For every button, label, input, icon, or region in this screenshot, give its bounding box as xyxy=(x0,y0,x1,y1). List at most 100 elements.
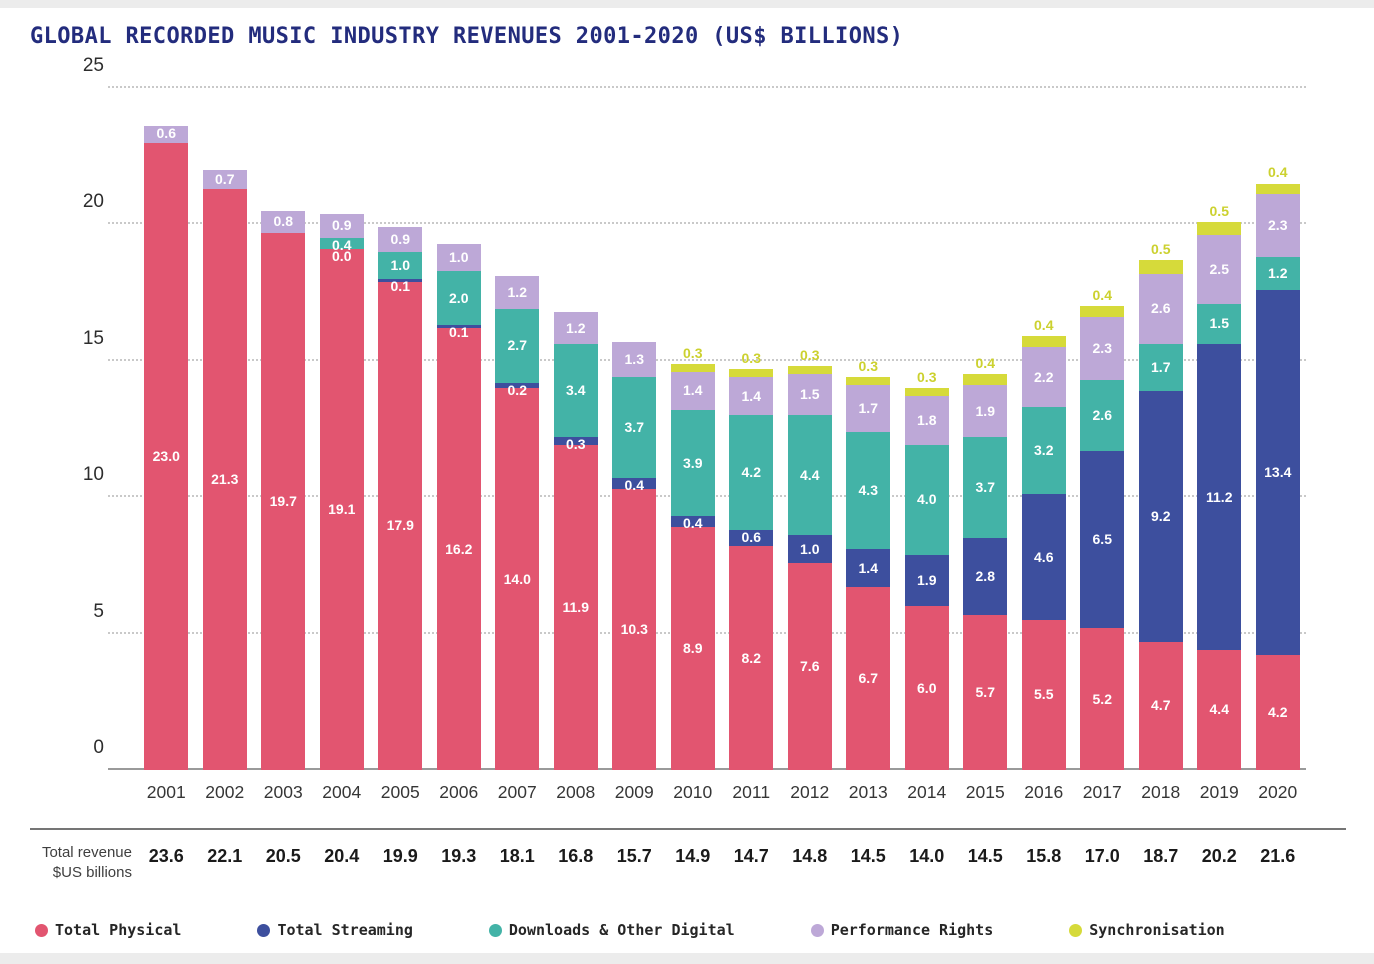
value-label-performance-2013: 1.7 xyxy=(858,400,878,417)
bar-2017: 5.2 6.5 2.6 2.3 0.4 xyxy=(1080,88,1125,770)
x-axis-label-2002: 2002 xyxy=(205,782,245,802)
value-label-physical-2003: 19.7 xyxy=(269,492,297,509)
segment-physical-2010 xyxy=(670,527,715,770)
value-label-performance-2014: 1.8 xyxy=(917,412,937,429)
bar-2011: 8.2 0.6 4.2 1.4 0.3 xyxy=(729,88,774,770)
value-label-sync-2011: 0.3 xyxy=(741,349,761,366)
value-label-streaming-2018: 9.2 xyxy=(1151,507,1171,524)
segment-sync-2020 xyxy=(1255,183,1300,195)
bar-2005: 17.9 0.1 1.0 0.9 xyxy=(378,88,423,770)
value-label-downloads-2007: 2.7 xyxy=(507,337,527,354)
total-value-2011: 14.7 xyxy=(733,846,769,866)
segment-physical-2020 xyxy=(1255,655,1300,770)
total-value-2016: 15.8 xyxy=(1026,846,1062,866)
legend-item-total-physical: Total Physical xyxy=(35,921,181,939)
segment-performance-2005 xyxy=(378,227,423,252)
total-value-2014: 14.0 xyxy=(909,846,945,866)
legend: Total Physical Total Streaming Downloads &… xyxy=(35,921,1225,939)
segment-downloads-2015 xyxy=(963,437,1008,539)
value-label-streaming-2008: 0.3 xyxy=(566,436,586,453)
segment-performance-2011 xyxy=(729,377,774,416)
segment-downloads-2020 xyxy=(1255,257,1300,290)
segment-streaming-2019 xyxy=(1197,344,1242,650)
segment-physical-2015 xyxy=(963,614,1008,770)
segment-sync-2011 xyxy=(729,369,774,378)
x-axis-label-2011: 2011 xyxy=(732,782,771,802)
x-axis-label-2007: 2007 xyxy=(497,782,537,802)
segment-streaming-2005 xyxy=(378,278,423,282)
segment-performance-2003 xyxy=(261,210,306,233)
legend-item-total-streaming: Total Streaming xyxy=(257,921,413,939)
segment-physical-2017 xyxy=(1080,628,1125,770)
segment-streaming-2011 xyxy=(729,529,774,547)
value-label-performance-2020: 2.3 xyxy=(1268,217,1288,234)
segment-physical-2012 xyxy=(787,562,832,770)
value-label-downloads-2009: 3.7 xyxy=(624,419,644,436)
segment-performance-2020 xyxy=(1255,194,1300,258)
segment-downloads-2009 xyxy=(612,377,657,479)
bar-2004: 19.1 0.0 0.4 0.9 xyxy=(319,88,364,770)
segment-sync-2015 xyxy=(963,374,1008,386)
value-label-streaming-2007: 0.2 xyxy=(507,381,527,398)
value-label-sync-2018: 0.5 xyxy=(1151,240,1171,257)
segment-physical-2019 xyxy=(1197,649,1242,770)
bar-2015: 5.7 2.8 3.7 1.9 0.4 xyxy=(963,88,1008,770)
legend-item-downloads-other-digital: Downloads & Other Digital xyxy=(488,921,735,939)
value-label-physical-2008: 11.9 xyxy=(562,599,589,616)
bar-2001: 23.0 0.6 xyxy=(144,88,189,770)
page-top-band xyxy=(0,0,1374,8)
bar-2016: 5.5 4.6 3.2 2.2 0.4 xyxy=(1021,88,1066,770)
segment-physical-2014 xyxy=(904,606,949,770)
x-axis-label-2018: 2018 xyxy=(1141,782,1181,802)
gridline-15 xyxy=(108,358,1306,361)
value-label-sync-2019: 0.5 xyxy=(1209,202,1229,219)
segment-sync-2012 xyxy=(787,366,832,375)
value-label-streaming-2016: 4.6 xyxy=(1034,548,1054,565)
legend-label-performance-rights: Performance Rights xyxy=(830,921,994,939)
legend-dot-synchronisation xyxy=(1069,923,1083,937)
x-axis-label-2004: 2004 xyxy=(322,782,362,802)
segment-physical-2004 xyxy=(319,248,364,770)
segment-sync-2013 xyxy=(846,377,891,386)
total-value-2006: 19.3 xyxy=(441,846,477,866)
value-label-downloads-2012: 4.4 xyxy=(800,466,820,483)
gridline-25 xyxy=(108,86,1306,88)
bar-2018: 4.7 9.2 1.7 2.6 0.5 xyxy=(1138,88,1183,770)
value-label-streaming-2009: 0.4 xyxy=(624,477,644,494)
x-axis-label-2013: 2013 xyxy=(848,782,888,802)
segment-physical-2018 xyxy=(1138,641,1183,770)
segment-performance-2008 xyxy=(553,311,598,345)
segment-downloads-2014 xyxy=(904,445,949,555)
value-label-performance-2007: 1.2 xyxy=(507,284,527,301)
value-label-physical-2009: 10.3 xyxy=(620,621,648,638)
value-label-physical-2017: 5.2 xyxy=(1092,690,1112,707)
segment-performance-2006 xyxy=(436,243,481,271)
value-label-performance-2011: 1.4 xyxy=(741,387,761,404)
plot-area: 23.0 0.6 21.3 0.7 19.7 0.8 19.1 0.0 0.4 0.9 17.9 0.… xyxy=(108,86,1306,770)
value-label-performance-2017: 2.3 xyxy=(1092,340,1112,357)
value-label-physical-2006: 16.2 xyxy=(445,540,473,557)
value-label-physical-2011: 8.2 xyxy=(741,649,761,666)
value-label-downloads-2019: 1.5 xyxy=(1209,315,1229,332)
x-axis-label-2005: 2005 xyxy=(380,782,420,802)
segment-performance-2007 xyxy=(495,276,540,309)
segment-performance-2019 xyxy=(1197,235,1242,304)
total-value-2004: 20.4 xyxy=(324,846,360,866)
value-label-performance-2001: 0.6 xyxy=(156,125,176,142)
segment-physical-2009 xyxy=(612,489,657,770)
total-value-2009: 15.7 xyxy=(616,846,652,866)
value-label-streaming-2004: 0.0 xyxy=(332,247,352,264)
value-label-downloads-2008: 3.4 xyxy=(566,382,586,399)
x-axis-label-2020: 2020 xyxy=(1258,782,1298,802)
value-label-sync-2010: 0.3 xyxy=(683,344,703,361)
total-value-2019: 20.2 xyxy=(1201,846,1237,866)
segment-streaming-2012 xyxy=(787,535,832,563)
segment-performance-2013 xyxy=(846,385,891,432)
value-label-physical-2010: 8.9 xyxy=(683,640,703,657)
value-label-performance-2018: 2.6 xyxy=(1151,300,1171,317)
y-axis-label-10: 10 xyxy=(82,464,104,486)
legend-item-synchronisation: Synchronisation xyxy=(1069,921,1225,939)
value-label-physical-2015: 5.7 xyxy=(975,683,995,700)
segment-downloads-2005 xyxy=(378,251,423,279)
legend-item-performance-rights: Performance Rights xyxy=(810,921,994,939)
